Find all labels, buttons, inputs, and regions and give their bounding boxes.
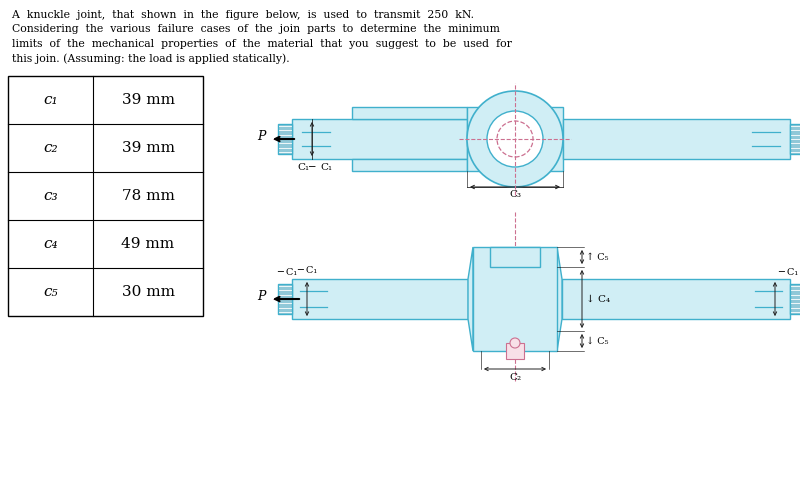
Text: 49 mm: 49 mm bbox=[122, 237, 174, 251]
Text: Considering  the  various  failure  cases  of  the  join  parts  to  determine  : Considering the various failure cases of… bbox=[5, 25, 500, 35]
Circle shape bbox=[487, 111, 543, 167]
Text: 78 mm: 78 mm bbox=[122, 189, 174, 203]
Bar bbox=[562, 279, 790, 319]
Text: c₁: c₁ bbox=[43, 93, 58, 107]
Bar bbox=[490, 247, 540, 267]
Text: 39 mm: 39 mm bbox=[122, 93, 174, 107]
Bar bbox=[278, 284, 292, 314]
Text: ─ C₁: ─ C₁ bbox=[277, 268, 297, 277]
Text: ─ C₁: ─ C₁ bbox=[778, 268, 798, 277]
Bar bbox=[352, 159, 467, 171]
Bar bbox=[563, 119, 790, 159]
Bar bbox=[292, 119, 467, 159]
Text: C₁─: C₁─ bbox=[297, 163, 315, 172]
Text: c₄: c₄ bbox=[43, 237, 58, 251]
Text: C₃: C₃ bbox=[509, 190, 521, 199]
Text: c₂: c₂ bbox=[43, 141, 58, 155]
Bar bbox=[790, 284, 800, 314]
Bar bbox=[8, 76, 203, 316]
Text: A  knuckle  joint,  that  shown  in  the  figure  below,  is  used  to  transmit: A knuckle joint, that shown in the figur… bbox=[5, 10, 474, 20]
Text: c₅: c₅ bbox=[43, 285, 58, 299]
Circle shape bbox=[467, 91, 563, 187]
Text: P: P bbox=[258, 290, 266, 303]
Bar bbox=[506, 343, 524, 359]
Text: ─ C₁: ─ C₁ bbox=[297, 266, 318, 275]
Bar bbox=[278, 124, 292, 154]
Text: P: P bbox=[258, 130, 266, 143]
Bar bbox=[352, 107, 467, 119]
Bar bbox=[473, 247, 557, 351]
Text: C₂: C₂ bbox=[509, 373, 521, 382]
Polygon shape bbox=[557, 247, 562, 351]
Bar bbox=[790, 124, 800, 154]
Text: ↓ C₅: ↓ C₅ bbox=[586, 336, 609, 345]
Text: this join. (Assuming: the load is applied statically).: this join. (Assuming: the load is applie… bbox=[5, 53, 290, 64]
Polygon shape bbox=[468, 247, 473, 351]
Bar bbox=[292, 279, 468, 319]
Text: c₃: c₃ bbox=[43, 189, 58, 203]
Circle shape bbox=[510, 338, 520, 348]
Text: ↑ C₅: ↑ C₅ bbox=[586, 252, 609, 261]
Text: 39 mm: 39 mm bbox=[122, 141, 174, 155]
Text: C₁: C₁ bbox=[320, 163, 332, 172]
Text: limits  of  the  mechanical  properties  of  the  material  that  you  suggest  : limits of the mechanical properties of t… bbox=[5, 39, 512, 49]
Text: 30 mm: 30 mm bbox=[122, 285, 174, 299]
Text: ↓ C₄: ↓ C₄ bbox=[586, 294, 610, 303]
Bar bbox=[467, 107, 563, 171]
